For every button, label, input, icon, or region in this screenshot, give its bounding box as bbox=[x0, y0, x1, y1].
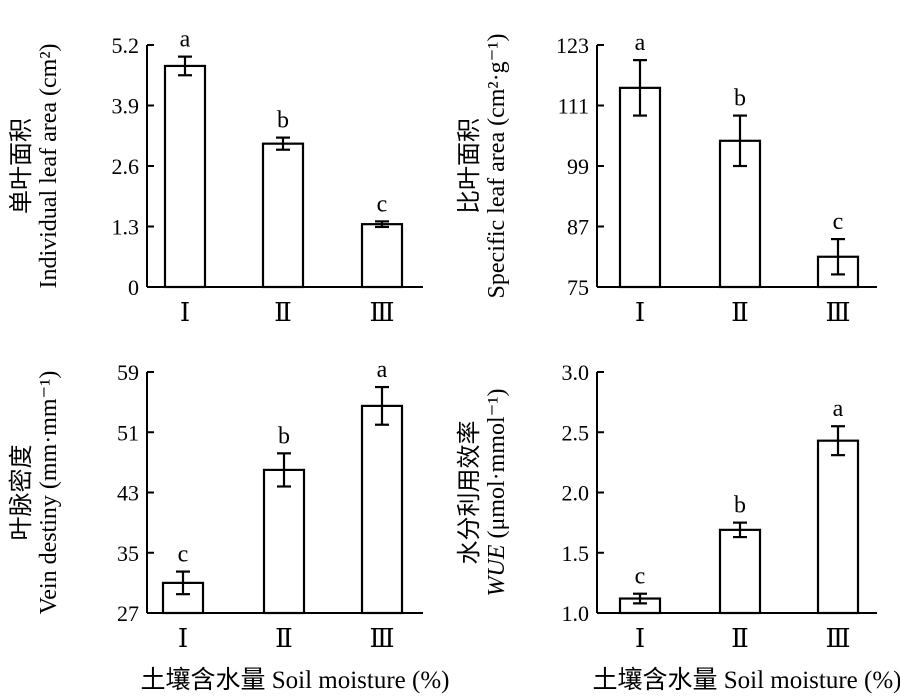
x-tick-label: Ⅱ bbox=[731, 624, 749, 653]
x-tick-label: Ⅱ bbox=[731, 298, 749, 327]
y-tick-label: 1.0 bbox=[562, 601, 590, 626]
y-axis-title-cn: 比叶面积 bbox=[456, 118, 483, 214]
chart-panel-1: 0 1.3 2.6 3.9 5.2 a Ⅰb Ⅱc Ⅲ 单叶面积 Individual leaf a… bbox=[8, 27, 423, 327]
y-axis-title-cn: 水分利用效率 bbox=[456, 421, 483, 565]
y-axis-title-italic: WUE bbox=[484, 544, 510, 596]
significance-label: c bbox=[635, 564, 646, 590]
bar bbox=[718, 528, 762, 615]
x-axis-title: 土壤含水量 Soil moisture (%) bbox=[592, 666, 900, 694]
y-axis-title-en: Individual leaf area (cm²) bbox=[36, 43, 62, 288]
significance-label: b bbox=[734, 493, 746, 519]
x-tick-label: Ⅱ bbox=[275, 624, 293, 653]
bar bbox=[262, 468, 306, 615]
significance-label: b bbox=[278, 423, 290, 449]
significance-label: c bbox=[377, 191, 388, 217]
y-tick-label: 87 bbox=[567, 215, 589, 240]
significance-label: c bbox=[178, 542, 189, 568]
y-axis-title-unit: (μmol·mmol⁻¹) bbox=[484, 388, 510, 544]
y-axis-title-en: Vein destiny (mm·mm⁻¹) bbox=[36, 371, 62, 615]
x-tick-label: Ⅲ bbox=[825, 624, 850, 653]
y-tick-label: 111 bbox=[558, 94, 589, 119]
x-tick-label: Ⅰ bbox=[635, 298, 645, 327]
significance-label: a bbox=[377, 357, 388, 383]
y-tick-label: 2.6 bbox=[112, 154, 140, 179]
x-tick-label: Ⅰ bbox=[178, 624, 188, 653]
y-tick-label: 1.5 bbox=[562, 541, 590, 566]
y-tick-label: 3.9 bbox=[112, 94, 140, 119]
significance-label: c bbox=[833, 209, 844, 235]
y-tick-label: 35 bbox=[117, 541, 139, 566]
y-tick-label: 99 bbox=[567, 154, 589, 179]
y-axis-title-en: WUE (μmol·mmol⁻¹) bbox=[484, 388, 510, 596]
x-axis-title: 土壤含水量 Soil moisture (%) bbox=[140, 666, 449, 694]
bar bbox=[360, 223, 404, 289]
significance-label: a bbox=[180, 27, 191, 53]
y-tick-label: 0 bbox=[128, 275, 139, 300]
y-axis-title-cn: 单叶面积 bbox=[8, 118, 35, 214]
significance-label: b bbox=[277, 108, 289, 134]
bar bbox=[618, 86, 662, 289]
x-tick-label: Ⅱ bbox=[274, 298, 292, 327]
x-tick-label: Ⅰ bbox=[635, 624, 645, 653]
significance-label: a bbox=[635, 30, 646, 56]
x-tick-label: Ⅲ bbox=[825, 298, 850, 327]
significance-label: b bbox=[734, 86, 746, 112]
y-tick-label: 1.3 bbox=[112, 215, 140, 240]
y-tick-label: 27 bbox=[117, 601, 139, 626]
y-axis-title-cn: 叶脉密度 bbox=[8, 445, 35, 541]
y-tick-label: 5.2 bbox=[112, 33, 140, 58]
bar bbox=[163, 64, 207, 289]
y-tick-label: 3.0 bbox=[562, 360, 590, 385]
y-tick-label: 2.0 bbox=[562, 481, 590, 506]
x-tick-label: Ⅰ bbox=[180, 298, 190, 327]
y-tick-label: 59 bbox=[117, 360, 139, 385]
y-tick-label: 2.5 bbox=[562, 420, 590, 445]
x-tick-label: Ⅲ bbox=[369, 624, 394, 653]
x-tick-label: Ⅲ bbox=[369, 298, 394, 327]
bar bbox=[261, 142, 305, 289]
chart-panel-3: 27 35 43 51 59 c Ⅰb Ⅱa Ⅲ 叶脉密度 Vein destiny (mm·mm⁻… bbox=[8, 357, 450, 694]
chart-panel-2: 75 87 99 111 123 a Ⅰb Ⅱc Ⅲ 比叶面积 Specific leaf area… bbox=[456, 30, 877, 327]
y-tick-label: 123 bbox=[556, 33, 589, 58]
y-axis-title-en: Specific leaf area (cm²·g⁻¹) bbox=[484, 34, 510, 299]
y-tick-label: 43 bbox=[117, 481, 139, 506]
y-tick-label: 75 bbox=[567, 275, 589, 300]
bar bbox=[360, 404, 404, 615]
bar bbox=[816, 439, 860, 615]
y-tick-label: 51 bbox=[117, 420, 139, 445]
significance-label: a bbox=[833, 396, 844, 422]
bar bbox=[161, 581, 205, 615]
